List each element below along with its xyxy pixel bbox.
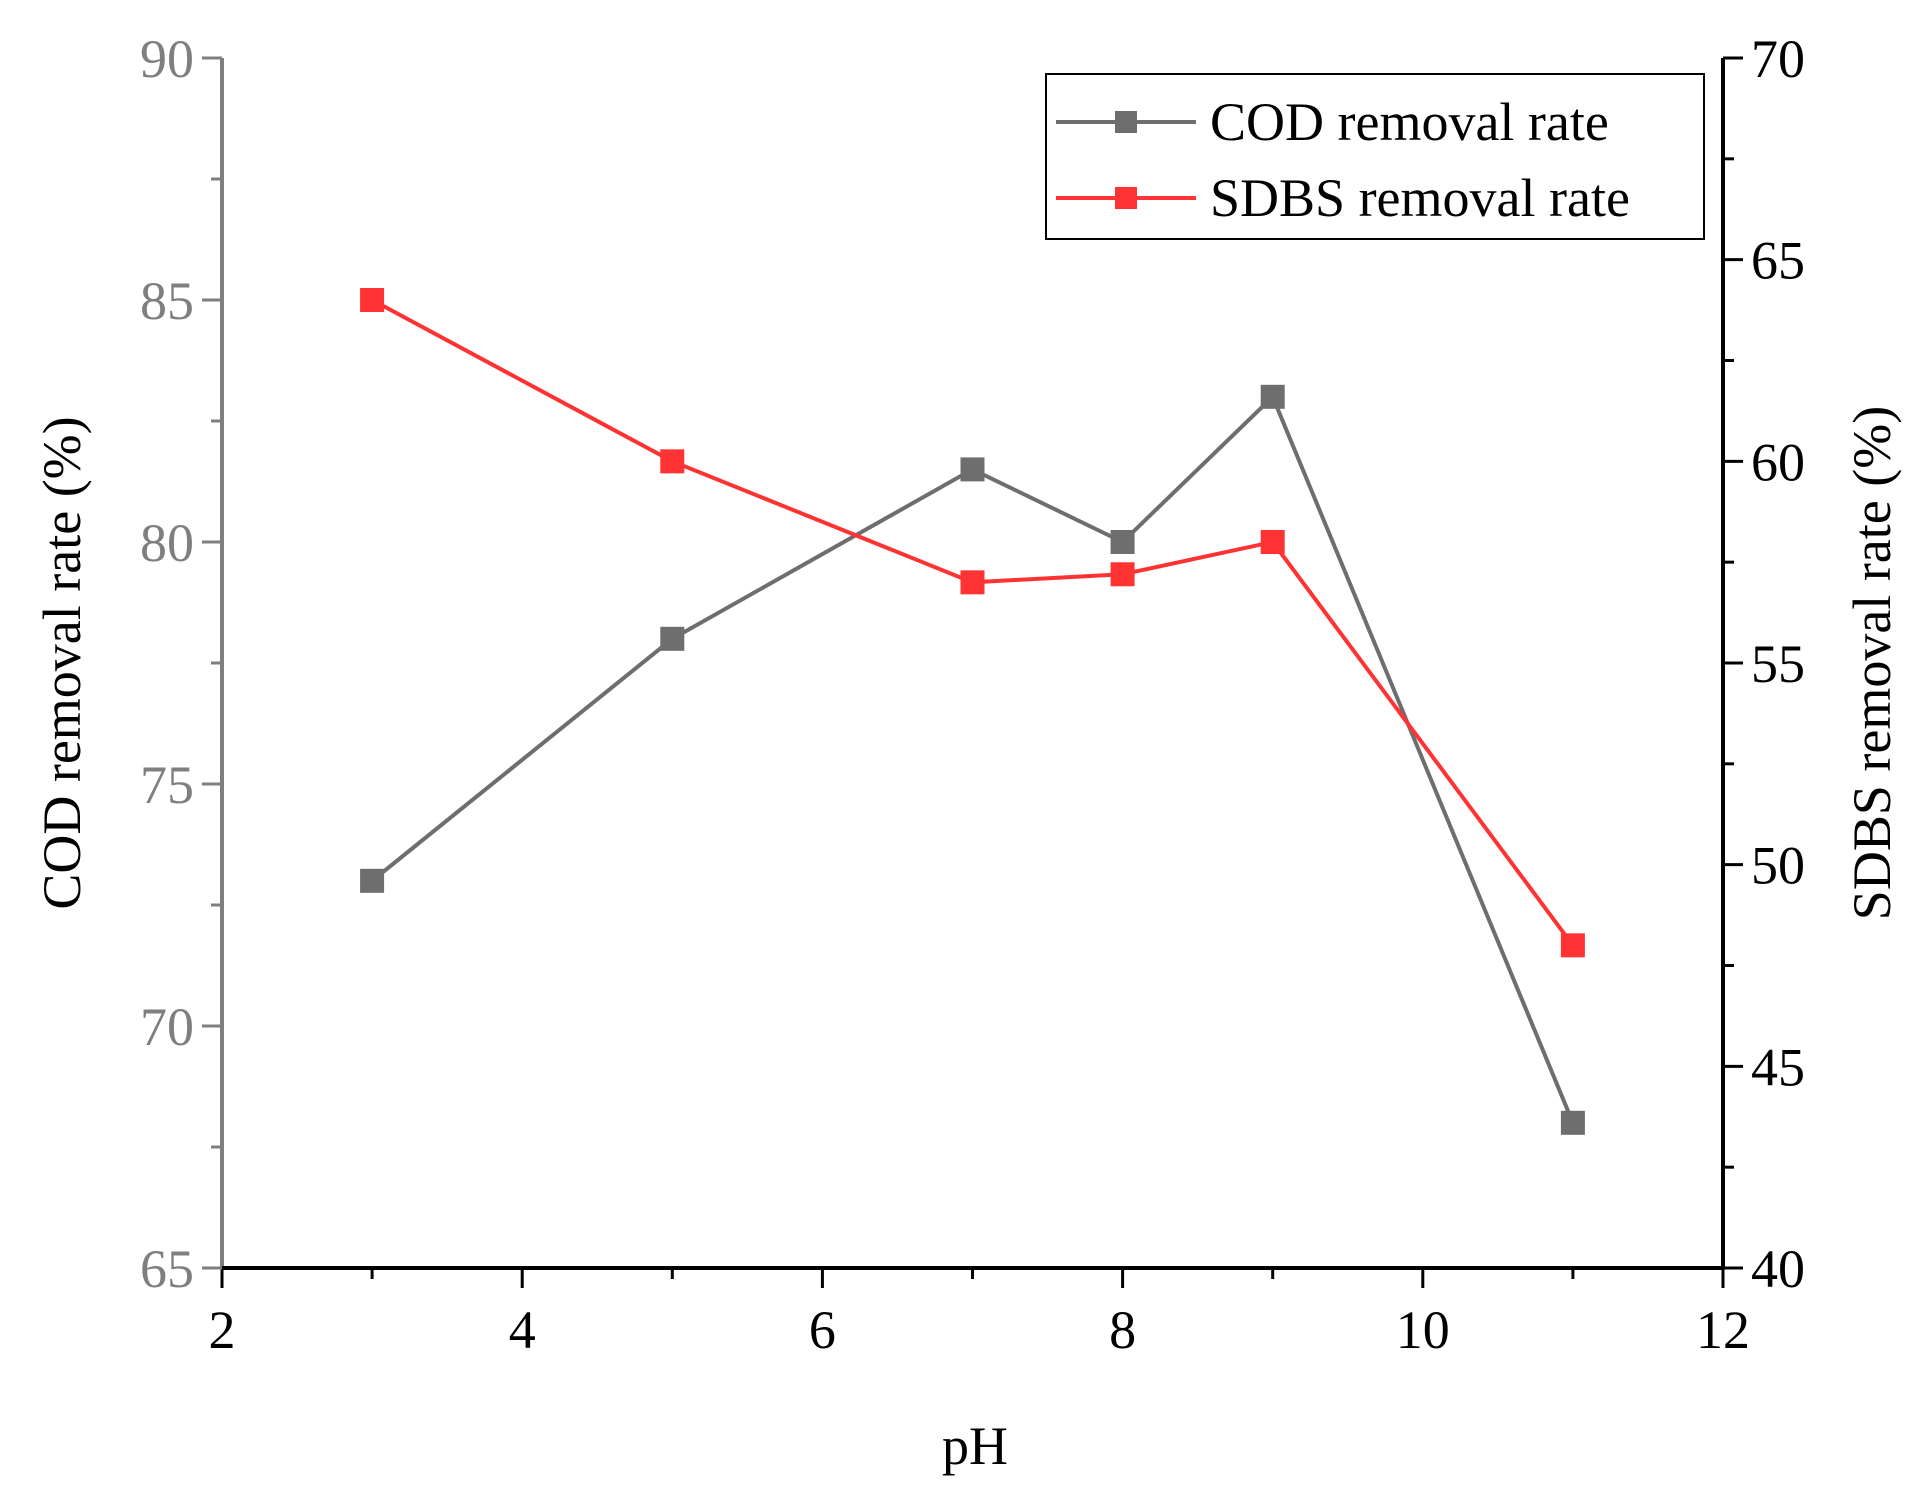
data-point-sdbs: [660, 449, 685, 474]
data-point-cod: [1560, 1110, 1585, 1135]
data-point-sdbs: [1260, 530, 1285, 554]
data-point-cod: [660, 626, 685, 651]
x-tick-label: 6: [809, 1300, 836, 1360]
y-left-axis-title: COD removal rate (%): [32, 416, 92, 909]
x-tick-label: 2: [209, 1300, 236, 1360]
data-point-cod: [960, 457, 985, 482]
y-left-tick-label: 70: [140, 997, 194, 1057]
legend-label-cod: COD removal rate: [1210, 92, 1609, 152]
series-line-cod: [370, 393, 1575, 1124]
data-point-cod: [1110, 530, 1135, 554]
series-layer: [360, 288, 1585, 1135]
y-left-tick-label: 65: [140, 1239, 194, 1299]
x-tick-label: 10: [1396, 1300, 1450, 1360]
data-point-sdbs: [360, 288, 385, 312]
y-right-tick-label: 40: [1751, 1239, 1805, 1299]
y-right-axis-title: SDBS removal rate (%): [1842, 406, 1902, 920]
legend-marker-cod: [1115, 111, 1137, 133]
legend-box: [1045, 73, 1705, 240]
legend-marker-sdbs: [1115, 187, 1137, 209]
legend: COD removal rate SDBS removal rate: [1045, 73, 1705, 240]
series-line-sdbs: [371, 298, 1575, 947]
y-left-tick-label: 85: [140, 271, 194, 331]
data-point-cod: [1260, 384, 1285, 409]
legend-entry-cod: COD removal rate: [1056, 92, 1609, 152]
y-right-tick-label: 50: [1751, 836, 1805, 896]
x-tick-label: 12: [1696, 1300, 1750, 1360]
x-tick-label: 8: [1109, 1300, 1136, 1360]
y-left-tick-label: 75: [140, 755, 194, 815]
data-point-sdbs: [1560, 933, 1585, 958]
x-tick-label: 4: [509, 1300, 536, 1360]
legend-label-sdbs: SDBS removal rate: [1210, 168, 1630, 228]
y-right-tick-label: 60: [1751, 432, 1805, 492]
y-left-tick-label: 90: [140, 29, 194, 89]
legend-entry-sdbs: SDBS removal rate: [1056, 168, 1630, 228]
data-point-sdbs: [1110, 562, 1135, 587]
y-left-axis: 65 70 75 80 85 90: [140, 29, 222, 1299]
y-right-axis: 40 45 50 55 60 65 70: [1723, 29, 1805, 1299]
y-left-tick-label: 80: [140, 513, 194, 573]
y-right-tick-label: 65: [1751, 231, 1805, 291]
data-point-cod: [360, 868, 385, 893]
y-right-tick-label: 45: [1751, 1037, 1805, 1097]
y-right-tick-label: 55: [1751, 634, 1805, 694]
data-point-sdbs: [960, 570, 985, 595]
x-axis-title: pH: [942, 1416, 1008, 1476]
x-axis: 2 4 6 8 10 12: [209, 1268, 1750, 1360]
y-right-tick-label: 70: [1751, 29, 1805, 89]
